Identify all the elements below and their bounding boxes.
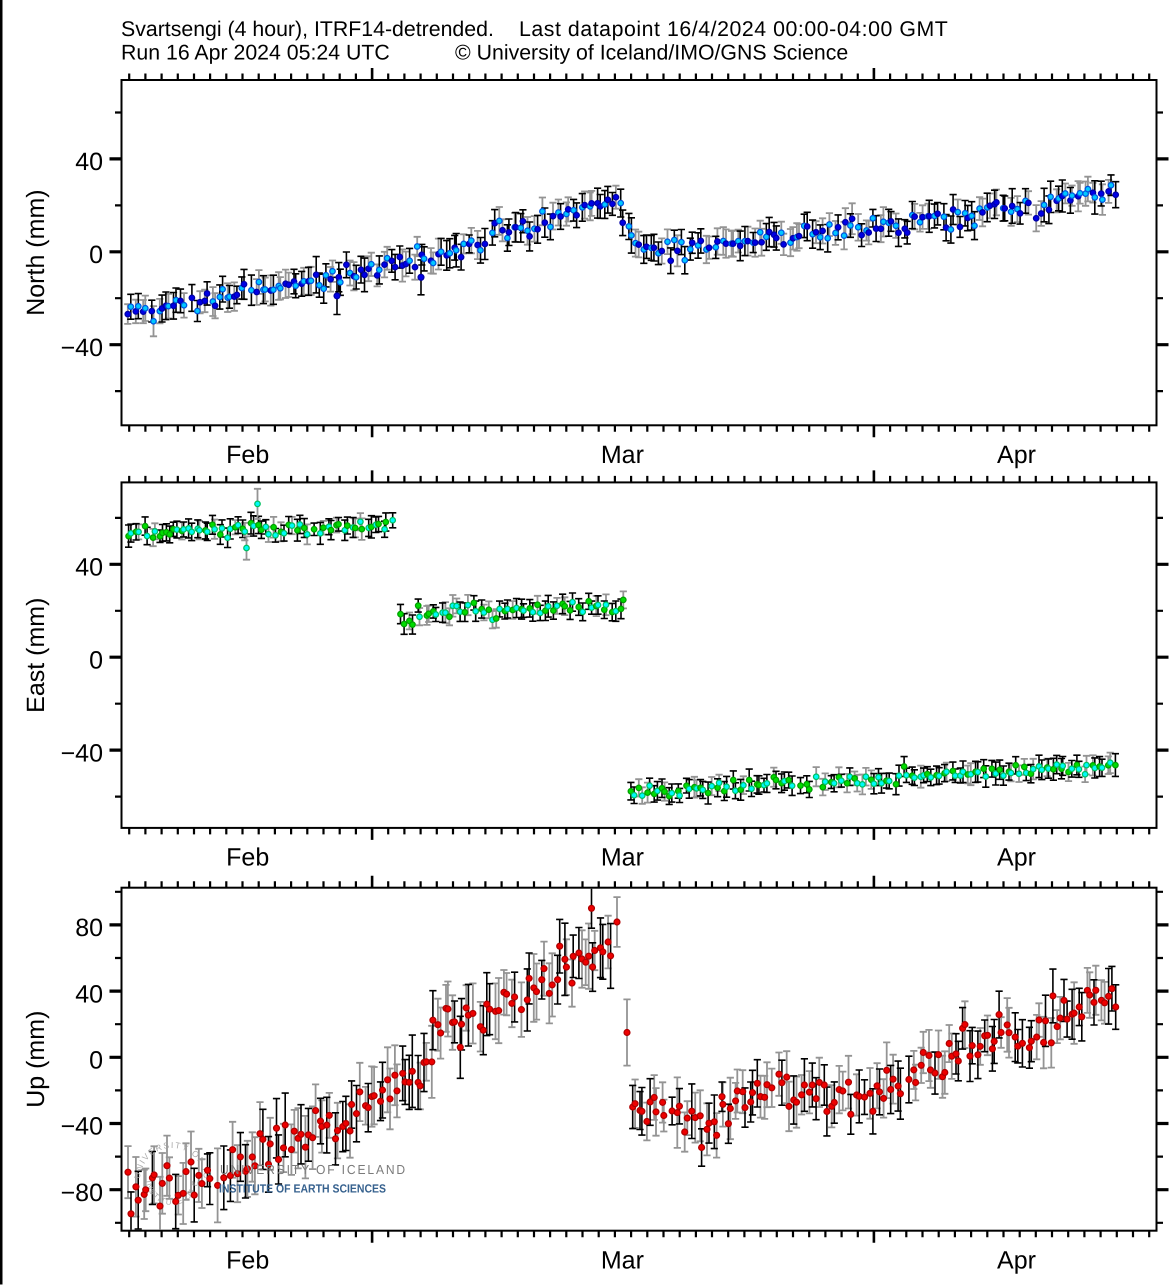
svg-text:INSTITUTE OF EARTH SCIENCES: INSTITUTE OF EARTH SCIENCES — [219, 1182, 386, 1196]
svg-text:Mar: Mar — [601, 1246, 644, 1274]
svg-text:−40: −40 — [61, 739, 103, 767]
svg-text:40: 40 — [75, 148, 103, 176]
svg-text:0: 0 — [89, 646, 103, 674]
svg-text:Apr: Apr — [997, 441, 1036, 469]
svg-text:−40: −40 — [61, 1113, 103, 1141]
svg-text:Up (mm): Up (mm) — [22, 1011, 50, 1108]
svg-text:0: 0 — [89, 1047, 103, 1075]
svg-text:Apr: Apr — [997, 844, 1036, 872]
svg-text:Apr: Apr — [997, 1246, 1036, 1274]
svg-text:Last datapoint 16/4/2024 00:00: Last datapoint 16/4/2024 00:00-04:00 GMT — [519, 17, 948, 41]
svg-text:Run 16 Apr 2024 05:24 UTC: Run 16 Apr 2024 05:24 UTC — [121, 41, 390, 65]
svg-text:Feb: Feb — [226, 441, 269, 469]
svg-text:−80: −80 — [61, 1179, 103, 1207]
svg-text:40: 40 — [75, 980, 103, 1008]
svg-text:UNIVERSITY OF ICELAND: UNIVERSITY OF ICELAND — [220, 1162, 407, 1177]
svg-text:© University of Iceland/IMO/GN: © University of Iceland/IMO/GNS Science — [455, 41, 848, 65]
svg-text:Mar: Mar — [601, 844, 644, 872]
svg-text:40: 40 — [75, 554, 103, 582]
svg-text:North (mm): North (mm) — [22, 189, 50, 315]
svg-text:−40: −40 — [61, 334, 103, 362]
svg-text:Feb: Feb — [226, 844, 269, 872]
svg-text:Feb: Feb — [226, 1246, 269, 1274]
svg-text:Mar: Mar — [601, 441, 644, 469]
svg-text:0: 0 — [89, 241, 103, 269]
svg-text:80: 80 — [75, 914, 103, 942]
svg-text:Svartsengi (4 hour), ITRF14-de: Svartsengi (4 hour), ITRF14-detrended. — [121, 17, 494, 41]
svg-text:East (mm): East (mm) — [22, 598, 50, 713]
